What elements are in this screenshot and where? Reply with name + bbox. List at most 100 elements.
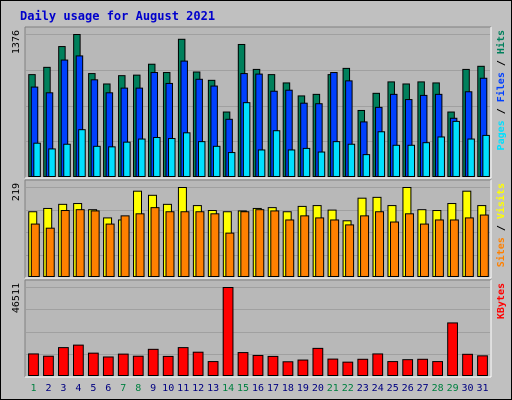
bar-sites-10 bbox=[165, 211, 175, 278]
bar-kbytes-5 bbox=[87, 352, 99, 377]
bar-kbytes-11 bbox=[177, 347, 189, 377]
x-tick-label: 7 bbox=[120, 383, 126, 394]
bar-pages-9 bbox=[153, 136, 161, 178]
bar-pages-21 bbox=[332, 141, 341, 177]
bar-pages-3 bbox=[63, 143, 71, 177]
bar-pages-5 bbox=[93, 145, 101, 178]
bar-sites-30 bbox=[464, 217, 474, 278]
y-max-label-hits-files-pages: 1376 bbox=[11, 30, 22, 54]
x-tick-label: 1 bbox=[30, 383, 36, 394]
x-tick-label: 9 bbox=[150, 383, 156, 394]
chart-title: Daily usage for August 2021 bbox=[20, 9, 215, 23]
legend-kbytes: KBytes bbox=[496, 283, 507, 319]
x-tick-label: 21 bbox=[327, 383, 339, 394]
legend-item-hits: Hits bbox=[495, 30, 507, 54]
bar-sites-12 bbox=[195, 211, 205, 278]
bar-kbytes-21 bbox=[327, 358, 339, 376]
bar-sites-6 bbox=[105, 223, 115, 278]
x-tick-label: 23 bbox=[357, 383, 369, 394]
bar-pages-27 bbox=[422, 142, 430, 177]
bar-kbytes-14 bbox=[222, 287, 234, 376]
bar-kbytes-4 bbox=[72, 344, 84, 376]
y-max-label-kbytes: 46511 bbox=[11, 283, 22, 313]
bar-sites-28 bbox=[434, 219, 444, 278]
bar-sites-1 bbox=[30, 223, 40, 278]
bar-kbytes-30 bbox=[462, 353, 473, 376]
bar-kbytes-23 bbox=[357, 358, 369, 376]
x-tick-label: 31 bbox=[476, 383, 488, 394]
legend-item-kbytes: KBytes bbox=[496, 283, 507, 319]
bar-kbytes-15 bbox=[237, 352, 249, 377]
panel-kbytes: 46511 KBytes bbox=[11, 279, 507, 378]
bar-sites-4 bbox=[75, 209, 85, 278]
bar-kbytes-3 bbox=[58, 347, 69, 377]
bar-sites-23 bbox=[360, 215, 370, 278]
bar-pages-23 bbox=[362, 154, 371, 177]
legend-separator: / bbox=[496, 219, 507, 237]
bar-sites-20 bbox=[315, 217, 325, 278]
bar-pages-13 bbox=[212, 145, 221, 178]
bar-kbytes-17 bbox=[267, 355, 279, 377]
x-tick-label: 5 bbox=[90, 383, 96, 394]
bar-pages-22 bbox=[347, 143, 356, 177]
bar-kbytes-24 bbox=[372, 353, 384, 377]
bar-pages-28 bbox=[437, 136, 445, 178]
legend-item-sites: Sites bbox=[495, 237, 507, 267]
x-tick-label: 11 bbox=[177, 383, 189, 394]
bar-sites-17 bbox=[270, 210, 280, 277]
bar-kbytes-31 bbox=[477, 355, 488, 377]
x-tick-label: 29 bbox=[447, 383, 459, 394]
bar-pages-11 bbox=[183, 132, 191, 177]
x-tick-label: 15 bbox=[237, 383, 249, 394]
x-tick-label: 24 bbox=[372, 383, 384, 394]
bar-pages-6 bbox=[108, 146, 116, 178]
bar-pages-7 bbox=[123, 141, 131, 177]
x-tick-label: 17 bbox=[267, 383, 279, 394]
bar-pages-19 bbox=[302, 147, 311, 178]
x-tick-label: 18 bbox=[282, 383, 294, 394]
bar-pages-29 bbox=[452, 120, 460, 177]
x-tick-label: 8 bbox=[135, 383, 141, 394]
bar-sites-2 bbox=[45, 227, 55, 278]
bar-sites-3 bbox=[60, 210, 70, 277]
x-tick-label: 30 bbox=[461, 383, 473, 394]
x-tick-label: 4 bbox=[75, 383, 81, 394]
bar-kbytes-22 bbox=[342, 361, 354, 377]
legend-item-pages: Pages bbox=[496, 120, 507, 150]
bar-sites-15 bbox=[240, 211, 250, 278]
bar-pages-15 bbox=[242, 102, 251, 177]
bar-kbytes-9 bbox=[147, 348, 159, 377]
x-tick-label: 16 bbox=[252, 383, 264, 394]
x-tick-label: 10 bbox=[162, 383, 174, 394]
bar-sites-8 bbox=[135, 213, 145, 278]
bar-sites-22 bbox=[345, 224, 355, 278]
bar-sites-24 bbox=[375, 211, 385, 278]
y-max-label-visits-sites: 219 bbox=[11, 183, 22, 201]
x-tick-label: 12 bbox=[192, 383, 204, 394]
bar-sites-9 bbox=[150, 207, 160, 278]
legend-separator: / bbox=[496, 54, 507, 72]
bar-pages-20 bbox=[317, 151, 326, 177]
x-tick-label: 20 bbox=[312, 383, 324, 394]
x-tick-label: 27 bbox=[417, 383, 429, 394]
legend-item-files: Files bbox=[495, 72, 507, 102]
x-tick-label: 22 bbox=[342, 383, 354, 394]
bar-kbytes-18 bbox=[282, 361, 294, 376]
bar-pages-18 bbox=[287, 149, 296, 177]
bar-kbytes-16 bbox=[252, 354, 264, 376]
bar-sites-18 bbox=[285, 219, 295, 278]
bar-sites-7 bbox=[120, 215, 130, 278]
bar-kbytes-10 bbox=[162, 355, 174, 377]
bar-pages-2 bbox=[48, 148, 56, 178]
bar-pages-25 bbox=[392, 144, 401, 178]
legend-item-visits: Visits bbox=[495, 183, 507, 219]
bar-pages-30 bbox=[467, 138, 475, 177]
bar-kbytes-2 bbox=[43, 355, 54, 376]
bar-kbytes-28 bbox=[432, 361, 444, 376]
bar-kbytes-7 bbox=[117, 353, 129, 377]
bar-kbytes-13 bbox=[207, 361, 219, 376]
bar-pages-17 bbox=[272, 130, 281, 177]
x-tick-label: 26 bbox=[402, 383, 414, 394]
